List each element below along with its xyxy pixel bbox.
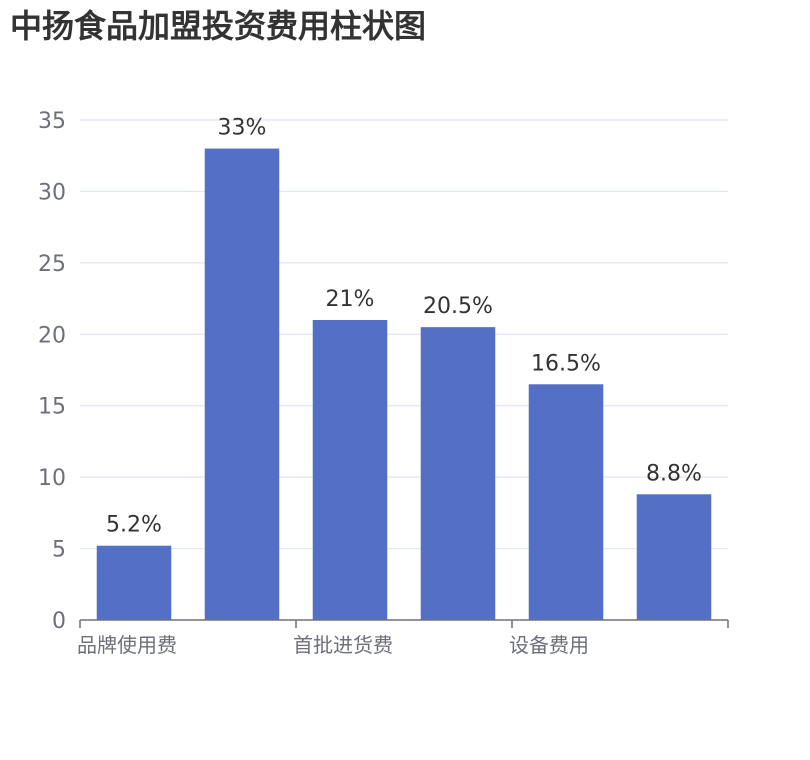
bar: [204, 148, 280, 621]
data-label: 8.8%: [646, 461, 702, 486]
data-label: 33%: [218, 116, 267, 141]
bar: [636, 494, 712, 620]
x-tick-label: 品牌使用费: [77, 633, 177, 657]
bar: [96, 545, 172, 620]
data-label: 16.5%: [531, 351, 601, 376]
x-tick-label: 设备费用: [509, 633, 589, 657]
data-label: 20.5%: [423, 294, 493, 319]
data-labels: 5.2% 33% 21% 20.5% 16.5% 8.8%: [106, 116, 702, 538]
x-axis: [79, 619, 729, 628]
data-label: 21%: [326, 287, 375, 312]
grid-lines: [80, 119, 728, 550]
x-axis-ticks: 品牌使用费 首批进货费 设备费用: [77, 633, 589, 657]
y-tick-label: 5: [52, 538, 66, 563]
bar: [312, 320, 388, 620]
y-tick-label: 25: [38, 252, 66, 277]
y-axis-ticks: 0 5 10 15 20 25 30 35: [38, 109, 66, 634]
y-tick-label: 15: [38, 395, 66, 420]
y-tick-label: 10: [38, 466, 66, 491]
y-tick-label: 30: [38, 180, 66, 205]
data-label: 5.2%: [106, 513, 162, 538]
bar: [528, 384, 604, 620]
x-tick-label: 首批进货费: [293, 633, 393, 657]
y-tick-label: 20: [38, 323, 66, 348]
y-tick-label: 35: [38, 109, 66, 134]
bar: [420, 327, 496, 620]
chart-title: 中扬食品加盟投资费用柱状图: [10, 7, 427, 45]
bars: [96, 148, 712, 621]
y-tick-label: 0: [52, 609, 66, 634]
